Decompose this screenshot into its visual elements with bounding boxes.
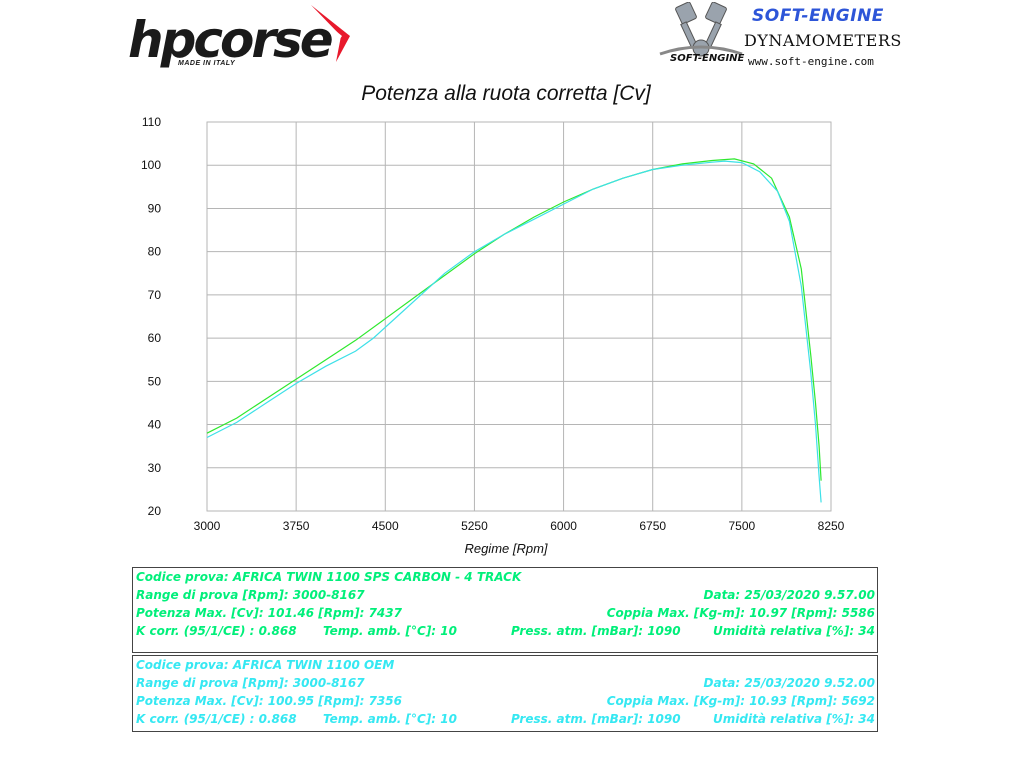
info-row: Potenza Max. [Cv]: 100.95 [Rpm]: 7356 Co… [133, 692, 877, 710]
test-info-box-1: Codice prova: AFRICA TWIN 1100 SPS CARBO… [132, 567, 878, 653]
x-tick-label: 3000 [194, 519, 221, 533]
y-axis-ticks: 20 30 40 50 60 70 80 90 100 110 [141, 115, 161, 518]
test-pressure: Press. atm. [mBar]: 1090 [511, 624, 681, 638]
test-range: Range di prova [Rpm]: 3000-8167 [136, 676, 365, 690]
y-tick-label: 70 [148, 288, 162, 302]
softengine-small-text: SOFT-ENGINE [670, 53, 745, 64]
test-temperature: Temp. amb. [°C]: 10 [323, 624, 457, 638]
test-date: Data: 25/03/2020 9.57.00 [703, 588, 875, 602]
y-tick-label: 60 [148, 331, 162, 345]
softengine-url: www.soft-engine.com [748, 55, 874, 68]
hpcorse-tagline: MADE IN ITALY [178, 60, 236, 67]
test-info-box-2: Codice prova: AFRICA TWIN 1100 OEM Range… [132, 655, 878, 732]
x-tick-label: 7500 [729, 519, 756, 533]
series-line-1 [206, 158, 822, 481]
test-humidity: Umidità relativa [%]: 34 [713, 712, 875, 726]
info-row: Codice prova: AFRICA TWIN 1100 SPS CARBO… [133, 568, 877, 586]
plot-area [206, 121, 832, 512]
test-max-power: Potenza Max. [Cv]: 100.95 [Rpm]: 7356 [136, 694, 402, 708]
info-row: K corr. (95/1/CE) : 0.868 Temp. amb. [°C… [133, 710, 877, 728]
y-tick-label: 110 [142, 115, 161, 129]
x-tick-label: 4500 [372, 519, 399, 533]
softengine-logo: SOFT-ENGINE DYNAMOMETERS SOFT-ENGINE www… [656, 0, 901, 75]
test-range: Range di prova [Rpm]: 3000-8167 [136, 588, 365, 602]
x-axis-ticks: 3000 3750 4500 5250 6000 6750 7500 8250 [194, 519, 845, 533]
y-tick-label: 30 [148, 461, 162, 475]
chart-title: Potenza alla ruota corretta [Cv] [361, 82, 652, 105]
x-tick-label: 6000 [550, 519, 577, 533]
test-code: Codice prova: AFRICA TWIN 1100 OEM [136, 658, 395, 672]
info-row: Potenza Max. [Cv]: 101.46 [Rpm]: 7437 Co… [133, 604, 877, 622]
chart-series [206, 158, 822, 503]
y-tick-label: 90 [148, 201, 162, 215]
hpcorse-logo: hpcorse MADE IN ITALY [128, 0, 358, 75]
chart-grid [206, 121, 832, 512]
test-max-power: Potenza Max. [Cv]: 101.46 [Rpm]: 7437 [136, 606, 402, 620]
info-row: Codice prova: AFRICA TWIN 1100 OEM [133, 656, 877, 674]
test-max-torque: Coppia Max. [Kg-m]: 10.97 [Rpm]: 5586 [606, 606, 875, 620]
y-tick-label: 100 [141, 158, 161, 172]
test-pressure: Press. atm. [mBar]: 1090 [511, 712, 681, 726]
test-max-torque: Coppia Max. [Kg-m]: 10.93 [Rpm]: 5692 [606, 694, 875, 708]
hpcorse-wordmark: hpcorse [128, 11, 334, 69]
power-chart: Potenza alla ruota corretta [Cv] 20 30 40 5… [141, 82, 845, 556]
engine-pistons-icon [659, 2, 743, 57]
test-temperature: Temp. amb. [°C]: 10 [323, 712, 457, 726]
x-axis-label: Regime [Rpm] [464, 541, 547, 556]
test-code: Codice prova: AFRICA TWIN 1100 SPS CARBO… [136, 570, 522, 584]
x-tick-label: 5250 [461, 519, 488, 533]
y-tick-label: 40 [148, 418, 162, 432]
info-row: Range di prova [Rpm]: 3000-8167 Data: 25… [133, 674, 877, 692]
y-tick-label: 50 [148, 374, 162, 388]
x-tick-label: 8250 [818, 519, 845, 533]
series-line-2 [206, 160, 822, 503]
x-tick-label: 6750 [639, 519, 666, 533]
y-tick-label: 20 [148, 504, 162, 518]
y-tick-label: 80 [148, 245, 162, 259]
test-date: Data: 25/03/2020 9.52.00 [703, 676, 875, 690]
info-row: Range di prova [Rpm]: 3000-8167 Data: 25… [133, 586, 877, 604]
test-k-corr: K corr. (95/1/CE) : 0.868 [136, 712, 297, 726]
hpcorse-swoosh-icon [308, 5, 350, 62]
softengine-brand: SOFT-ENGINE [752, 6, 884, 26]
test-k-corr: K corr. (95/1/CE) : 0.868 [136, 624, 297, 638]
x-tick-label: 3750 [283, 519, 310, 533]
softengine-subtitle: DYNAMOMETERS [744, 31, 902, 50]
info-row: K corr. (95/1/CE) : 0.868 Temp. amb. [°C… [133, 622, 877, 640]
test-humidity: Umidità relativa [%]: 34 [713, 624, 875, 638]
